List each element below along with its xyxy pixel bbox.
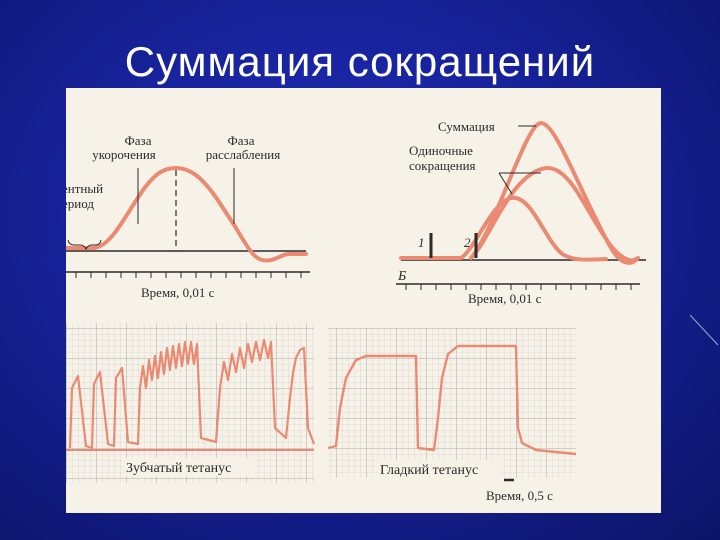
serrated-tetanus-recording: Зубчатый тетанус	[66, 323, 316, 483]
panel-b-time-label: Время, 0,01 с	[468, 291, 542, 306]
latent-period-label-line2: ериод	[66, 196, 94, 211]
stimulus-1-label: 1	[418, 235, 425, 250]
panel-a-axis-ticks	[75, 272, 302, 278]
latent-period-label-line1: ентный	[66, 181, 103, 196]
single-twitches-label-line1: Одиночные	[409, 143, 473, 158]
summation-label: Суммация	[438, 119, 495, 134]
single-twitches-label-line2: сокращения	[409, 158, 476, 173]
phase-relaxation-label-line2: расслабления	[206, 147, 281, 162]
panel-b-axis-ticks	[405, 284, 632, 290]
phase-shortening-label-line1: Фаза	[125, 133, 152, 148]
smooth-tetanus-label: Гладкий тетанус	[380, 463, 478, 478]
tetanus-time-label: Время, 0,5 с	[486, 488, 553, 503]
figure-panel: Фаза укорочения Фаза расслабления ентный…	[62, 88, 661, 513]
smooth-tetanus-label-bg	[378, 460, 500, 478]
smooth-tetanus-recording: Гладкий тетанус Время, 0,5 с	[327, 328, 577, 503]
summation-curve	[469, 120, 640, 265]
single-twitch-curve	[64, 165, 308, 263]
serrated-tetanus-trace	[68, 338, 316, 450]
phase-shortening-label-line2: укорочения	[92, 147, 156, 162]
single-twitch-1-curve	[399, 195, 608, 262]
decorative-diagonal-line	[690, 314, 719, 346]
latent-period-bracket	[67, 239, 102, 251]
stimulus-2-label: 2	[464, 235, 471, 250]
single-twitch-2-curve	[469, 166, 638, 263]
summation-diagram: Суммация Одиночные сокращения 1 2 Б Врем…	[396, 119, 646, 306]
single-twitches-pointer-2	[498, 172, 513, 195]
smooth-tetanus-grid	[328, 328, 576, 478]
slide-title: Суммация сокращений	[124, 38, 596, 85]
phase-relaxation-label-line1: Фаза	[228, 133, 255, 148]
serrated-tetanus-label-bg	[124, 458, 254, 476]
panel-b-letter: Б	[397, 269, 406, 284]
panel-a-time-label: Время, 0,01 с	[141, 285, 215, 300]
single-twitch-diagram: Фаза укорочения Фаза расслабления ентный…	[62, 133, 310, 300]
smooth-tetanus-trace	[327, 344, 577, 456]
serrated-tetanus-label: Зубчатый тетанус	[126, 461, 231, 476]
